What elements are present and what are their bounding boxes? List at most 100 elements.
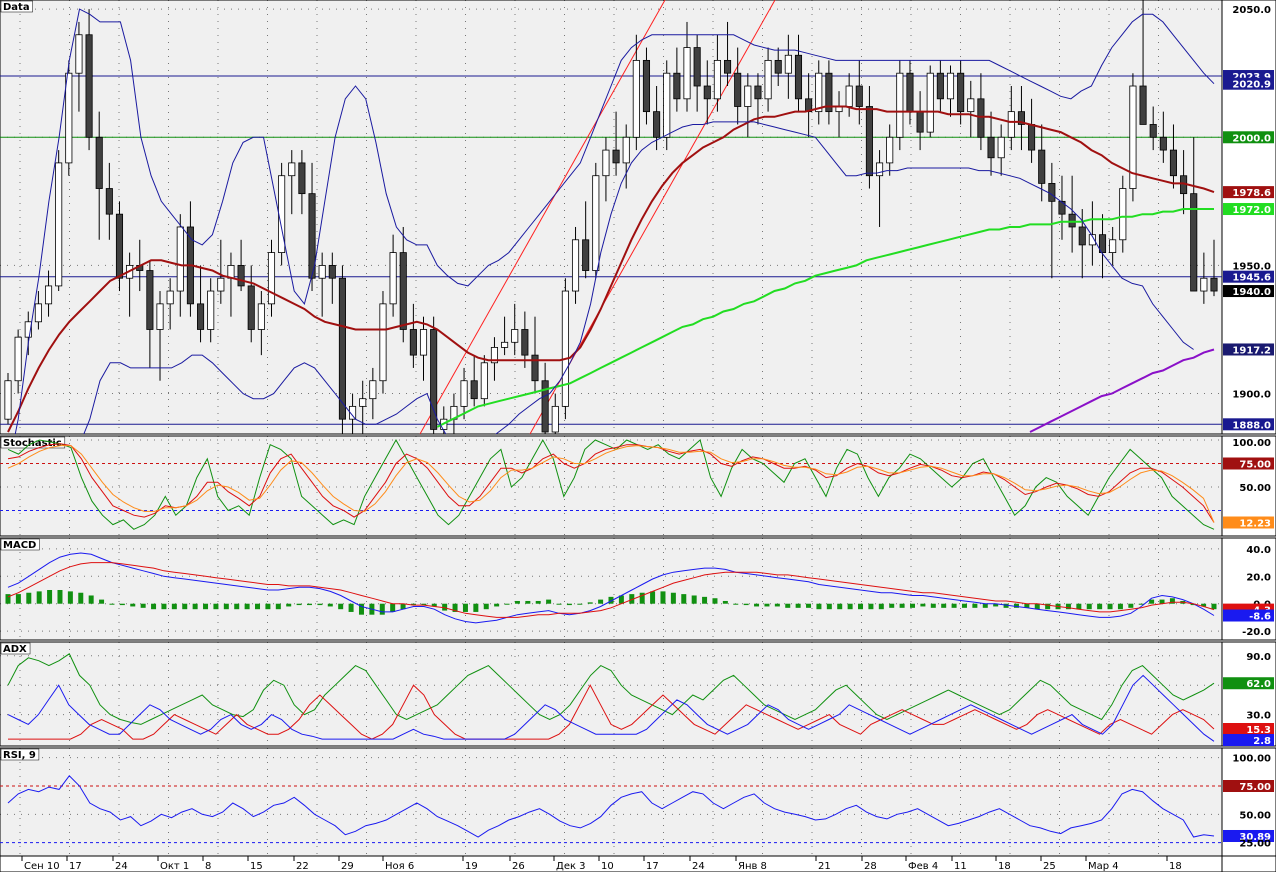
macd-histogram-bar: [774, 603, 780, 607]
price-tag: 2050.0: [1232, 5, 1271, 16]
macd-histogram-bar: [577, 603, 583, 605]
panel-label-box: [0, 0, 33, 13]
candle-body: [906, 72, 914, 113]
macd-histogram-bar: [119, 603, 125, 606]
macd-histogram-bar: [494, 603, 500, 607]
candle-body: [744, 85, 752, 107]
candle-body: [430, 329, 438, 430]
x-tick-label: Окт 1: [160, 861, 189, 872]
candle-body: [754, 85, 762, 100]
axis-corner: [1221, 855, 1276, 872]
candle-body: [774, 59, 782, 74]
macd-histogram-bar: [1034, 603, 1040, 610]
plot-area: [7, 653, 1215, 742]
macd-histogram-bar: [1117, 603, 1123, 610]
candle-body: [419, 329, 428, 356]
candle-body: [389, 252, 397, 305]
candle-body: [825, 72, 833, 113]
x-tick-label: 28: [864, 861, 877, 872]
macd-histogram-bar: [1201, 603, 1207, 607]
macd-histogram-bar: [203, 603, 209, 610]
macd-histogram-bar: [1065, 603, 1071, 610]
macd-histogram-bar: [847, 603, 853, 610]
candle-body: [369, 380, 377, 400]
macd-histogram-bar: [442, 603, 448, 611]
candle-body: [764, 59, 772, 100]
price-tag: 40.0: [1246, 545, 1271, 556]
macd-histogram-bar: [920, 603, 926, 607]
price-tag-label: 1978.6: [1232, 188, 1271, 199]
macd-histogram-bar: [327, 603, 333, 607]
price-tag-box: [1223, 609, 1274, 622]
macd-histogram-bar: [410, 603, 416, 606]
macd-histogram-bar: [1086, 603, 1092, 610]
candle-body: [288, 162, 296, 177]
price-tag: -20.0: [1242, 627, 1271, 638]
candle-body: [582, 239, 590, 271]
price-tag-label: 75.00: [1239, 782, 1271, 793]
series-line: [7, 438, 1215, 530]
candle-body: [1129, 85, 1137, 189]
price-tag-label: 2000.0: [1232, 133, 1271, 144]
candle-body: [713, 59, 721, 100]
price-tag-label: 1888.0: [1232, 420, 1271, 431]
candle-body: [876, 162, 884, 177]
macd-histogram-bar: [99, 599, 105, 604]
candle-body: [44, 285, 53, 305]
candle-body: [409, 329, 417, 356]
candle-body: [602, 149, 610, 177]
macd-histogram-bar: [78, 592, 84, 604]
macd-histogram-bar: [358, 603, 364, 615]
macd-histogram-bar: [650, 591, 656, 604]
price-tag: 2.8: [1223, 734, 1274, 747]
candle-body: [511, 329, 519, 343]
candle-body: [521, 329, 529, 356]
price-tag: 1945.6: [1223, 270, 1274, 284]
panel-label: ADX: [3, 644, 27, 655]
macd-histogram-bar: [140, 603, 146, 608]
macd-histogram-bar: [483, 603, 489, 610]
price-tag-label: 30.0: [1246, 711, 1271, 722]
macd-histogram-bar: [608, 596, 614, 604]
price-tag-box: [1223, 77, 1274, 90]
series-line: [7, 445, 1215, 523]
price-tag-label: 15.3: [1246, 725, 1271, 736]
price-tag-box: [1223, 285, 1274, 298]
candle-body: [14, 336, 22, 382]
macd-histogram-bar: [504, 603, 510, 605]
candle-body: [298, 162, 306, 195]
price-tag-label: 50.00: [1239, 810, 1271, 821]
series-line: [8, 684, 1215, 740]
x-tick-label: Ноя 6: [385, 861, 414, 872]
price-tag: 75.00: [1223, 457, 1274, 471]
price-tag: -8.6: [1223, 609, 1274, 623]
macd-histogram-bar: [1211, 603, 1217, 610]
macd-histogram-bar: [5, 594, 11, 604]
candle-body: [1139, 85, 1147, 125]
series-line: [7, 552, 1215, 624]
price-tag-box: [1223, 734, 1274, 746]
macd-histogram-bar: [109, 603, 115, 605]
candle-body: [470, 380, 478, 400]
price-tag-label: 2.8: [1253, 736, 1271, 747]
candle-body: [328, 265, 336, 279]
price-tag-label: 100.00: [1232, 754, 1271, 765]
panel-label-box: [0, 748, 40, 761]
candle-body: [115, 213, 124, 279]
x-tick-label: 19: [465, 861, 478, 872]
candle-body: [724, 59, 732, 74]
candle-body: [105, 188, 113, 215]
macd-histogram-bar: [535, 600, 541, 604]
candle-body: [1068, 213, 1076, 228]
candle-body: [794, 54, 803, 100]
price-tag-box: [1223, 131, 1274, 144]
macd-histogram-bar: [182, 603, 188, 610]
candle-body: [957, 72, 965, 113]
price-tag-label: 1917.2: [1232, 345, 1271, 356]
candle-body: [622, 136, 630, 164]
panel-adx: ADX 90.0 62.0 30.0 15.32.8: [0, 641, 1276, 747]
macd-histogram-bar: [307, 603, 312, 606]
macd-histogram-bar: [296, 603, 302, 606]
macd-histogram-bar: [826, 603, 832, 610]
price-tag: 1917.2: [1223, 343, 1274, 356]
